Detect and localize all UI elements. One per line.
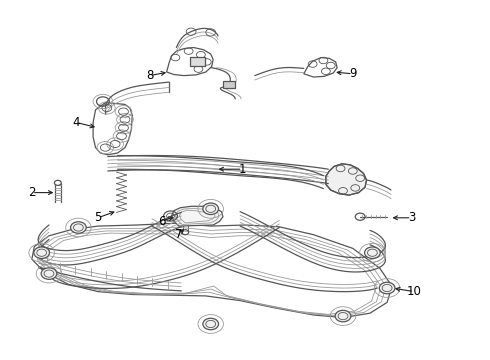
Text: 8: 8	[146, 69, 153, 82]
Text: 5: 5	[94, 211, 102, 224]
Text: 9: 9	[349, 67, 357, 80]
Text: 3: 3	[408, 211, 416, 224]
Circle shape	[71, 222, 86, 233]
Polygon shape	[326, 164, 367, 195]
Circle shape	[379, 282, 395, 294]
Circle shape	[335, 310, 351, 322]
Polygon shape	[172, 206, 223, 226]
Text: 4: 4	[72, 116, 80, 129]
Circle shape	[365, 247, 380, 258]
Circle shape	[203, 318, 219, 330]
Circle shape	[41, 268, 57, 279]
FancyBboxPatch shape	[190, 57, 205, 66]
Circle shape	[34, 247, 49, 258]
Text: 10: 10	[407, 285, 421, 298]
Text: 6: 6	[158, 215, 166, 228]
Text: 2: 2	[28, 186, 36, 199]
Text: 7: 7	[175, 228, 183, 240]
Circle shape	[203, 203, 219, 215]
FancyBboxPatch shape	[223, 81, 235, 88]
Text: 1: 1	[239, 163, 246, 176]
